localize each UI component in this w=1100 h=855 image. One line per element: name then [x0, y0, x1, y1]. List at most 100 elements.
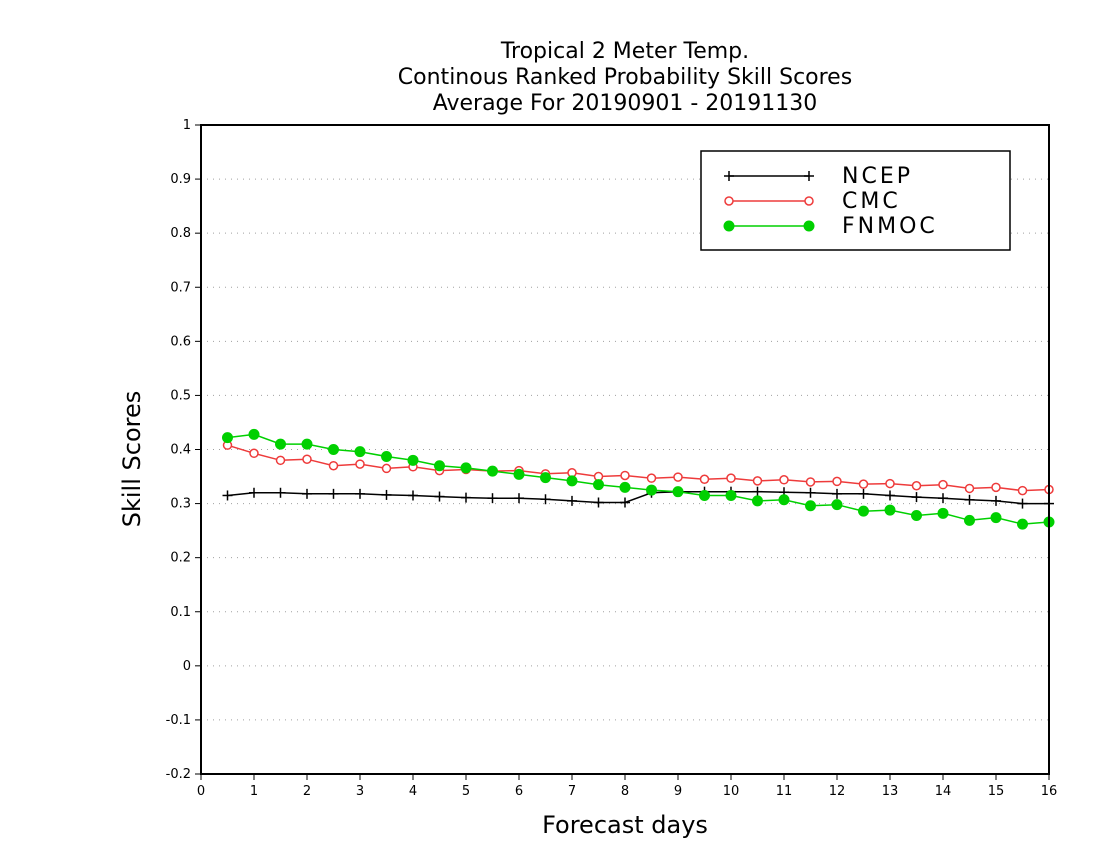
data-point-fnmoc [540, 472, 551, 484]
data-point-ncep [487, 493, 498, 504]
x-tick-label: 2 [303, 784, 311, 799]
x-tick-label: 10 [723, 784, 740, 799]
data-point-ncep [832, 488, 842, 499]
data-point-ncep [1017, 498, 1028, 509]
legend-label-cmc: CMC [842, 189, 901, 214]
x-tick-label: 11 [776, 784, 793, 799]
data-point-ncep [540, 494, 551, 505]
data-point-cmc [673, 472, 683, 482]
data-point-cmc [1017, 485, 1028, 496]
data-point-cmc [805, 477, 816, 487]
x-tick-label: 3 [356, 784, 364, 799]
data-point-ncep [567, 495, 577, 506]
data-point-cmc [858, 479, 869, 489]
data-point-cmc [249, 448, 259, 459]
x-tick-label: 5 [462, 784, 470, 799]
data-point-cmc [646, 473, 657, 483]
data-point-cmc [964, 483, 975, 494]
y-tick-label: 0.5 [170, 388, 191, 403]
y-axis-title: Skill Scores [118, 391, 146, 528]
data-point-fnmoc [275, 438, 286, 450]
data-point-fnmoc [805, 500, 816, 512]
data-point-fnmoc [566, 475, 578, 487]
data-point-ncep [355, 488, 365, 499]
data-point-ncep [328, 488, 339, 499]
chart-title-line-3: Average For 20190901 - 20191130 [433, 91, 818, 116]
data-point-cmc [752, 476, 763, 486]
data-point-ncep [991, 495, 1001, 506]
data-point-fnmoc [964, 514, 975, 526]
data-point-fnmoc [593, 479, 604, 491]
axis-ticks: -0.2-0.100.10.20.30.40.50.60.70.80.910 1 2… [166, 118, 1058, 799]
series-lines [222, 428, 1055, 530]
data-point-fnmoc [513, 468, 525, 480]
data-point-fnmoc [1017, 518, 1028, 530]
data-point-fnmoc [646, 484, 657, 496]
data-point-ncep [805, 487, 816, 498]
legend-label-ncep: NCEP [842, 164, 913, 189]
data-point-ncep [620, 497, 630, 508]
data-point-ncep [938, 493, 948, 504]
data-point-fnmoc [328, 444, 339, 455]
legend-label-fnmoc: FNMOC [842, 214, 938, 239]
data-point-fnmoc [619, 481, 631, 493]
data-point-fnmoc [699, 489, 710, 501]
data-point-ncep [249, 487, 259, 498]
data-point-fnmoc [407, 454, 419, 466]
data-point-cmc [355, 459, 365, 469]
data-point-ncep [381, 489, 392, 500]
data-point-fnmoc [990, 512, 1002, 524]
data-point-cmc [991, 482, 1001, 493]
data-point-ncep [302, 488, 312, 499]
y-tick-label: 0.3 [170, 497, 191, 512]
legend-marker-ncep-left [724, 171, 734, 181]
data-point-fnmoc [831, 499, 843, 511]
chart-title-line-1: Tropical 2 Meter Temp. [500, 39, 749, 64]
data-point-ncep [514, 493, 524, 504]
y-tick-label: -0.1 [166, 713, 191, 728]
data-point-fnmoc [725, 489, 737, 501]
data-point-fnmoc [354, 446, 366, 458]
y-tick-label: 0.4 [170, 443, 191, 458]
data-point-fnmoc [778, 494, 790, 506]
plot-frame [200, 124, 1050, 775]
x-tick-label: 13 [882, 784, 899, 799]
data-point-fnmoc [672, 486, 684, 498]
legend-marker-fnmoc-right [803, 220, 815, 232]
x-tick-label: 7 [568, 784, 576, 799]
data-point-ncep [461, 492, 471, 503]
data-point-cmc [911, 480, 922, 491]
data-point-cmc [832, 476, 842, 487]
data-point-cmc [328, 460, 339, 471]
data-point-fnmoc [937, 507, 949, 519]
legend-marker-cmc-right [804, 196, 814, 206]
chart-title-line-2: Continous Ranked Probability Skill Score… [398, 65, 852, 90]
legend-marker-cmc-left [724, 196, 734, 206]
y-tick-label: 0.2 [170, 551, 191, 566]
data-point-fnmoc [434, 460, 445, 472]
data-point-ncep [858, 488, 869, 499]
x-axis-title: Forecast days [542, 811, 708, 839]
x-tick-label: 14 [935, 784, 952, 799]
data-point-cmc [938, 479, 948, 490]
x-tick-label: 6 [515, 784, 523, 799]
x-tick-label: 4 [409, 784, 417, 799]
data-point-ncep [434, 491, 445, 502]
y-tick-label: 0.8 [170, 226, 191, 241]
series-fnmoc [222, 428, 1055, 530]
data-point-cmc [699, 474, 710, 484]
data-point-fnmoc [248, 428, 260, 440]
x-tick-label: 0 [197, 784, 205, 799]
data-point-ncep [752, 486, 763, 497]
x-tick-label: 8 [621, 784, 629, 799]
y-tick-label: 0.9 [170, 172, 191, 187]
data-point-fnmoc [381, 451, 392, 463]
x-tick-label: 16 [1041, 784, 1058, 799]
data-point-ncep [964, 494, 975, 505]
legend-marker-ncep-right [804, 171, 814, 181]
data-point-ncep [222, 490, 233, 501]
x-tick-label: 15 [988, 784, 1005, 799]
